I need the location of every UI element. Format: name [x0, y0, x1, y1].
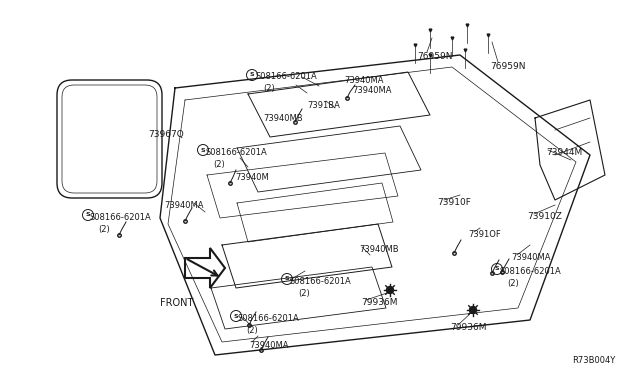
Text: S: S: [234, 314, 238, 318]
Circle shape: [387, 286, 394, 294]
Text: 76959N: 76959N: [417, 52, 452, 61]
Text: 7391BA: 7391BA: [307, 101, 340, 110]
Text: 79936M: 79936M: [450, 323, 486, 332]
Text: S08166-6201A: S08166-6201A: [499, 267, 561, 276]
Text: R73B004Y: R73B004Y: [572, 356, 615, 365]
Text: 73967Q: 73967Q: [148, 130, 184, 139]
Text: (2): (2): [507, 279, 519, 288]
Text: 73940MA: 73940MA: [352, 86, 392, 95]
Text: FRONT: FRONT: [160, 298, 193, 308]
Text: S: S: [495, 266, 499, 272]
Text: (2): (2): [98, 225, 109, 234]
Circle shape: [470, 307, 477, 314]
Text: 73940M: 73940M: [235, 173, 269, 182]
Text: 73940MA: 73940MA: [249, 341, 289, 350]
Text: (2): (2): [246, 326, 258, 335]
Text: 76959N: 76959N: [490, 62, 525, 71]
Text: 73940MA: 73940MA: [511, 253, 550, 262]
Text: S: S: [285, 276, 289, 282]
Text: 79936M: 79936M: [361, 298, 397, 307]
Text: S08166-6201A: S08166-6201A: [290, 277, 352, 286]
Text: S: S: [201, 148, 205, 153]
Text: S08166-6201A: S08166-6201A: [238, 314, 300, 323]
Text: S: S: [86, 212, 90, 218]
Text: 73940MA: 73940MA: [344, 76, 383, 85]
Text: (2): (2): [263, 84, 275, 93]
Text: 73940MA: 73940MA: [164, 201, 204, 210]
Text: S: S: [250, 73, 254, 77]
Text: 7391OF: 7391OF: [468, 230, 500, 239]
Text: (2): (2): [298, 289, 310, 298]
Text: 73944M: 73944M: [546, 148, 582, 157]
Text: 73940MB: 73940MB: [359, 245, 399, 254]
Text: S08166-6201A: S08166-6201A: [90, 213, 152, 222]
Text: S08166-6201A: S08166-6201A: [255, 72, 317, 81]
Text: (2): (2): [213, 160, 225, 169]
Text: 73940MB: 73940MB: [263, 114, 303, 123]
Text: 73910Z: 73910Z: [527, 212, 562, 221]
Text: S08166-6201A: S08166-6201A: [205, 148, 267, 157]
Text: 73910F: 73910F: [437, 198, 471, 207]
